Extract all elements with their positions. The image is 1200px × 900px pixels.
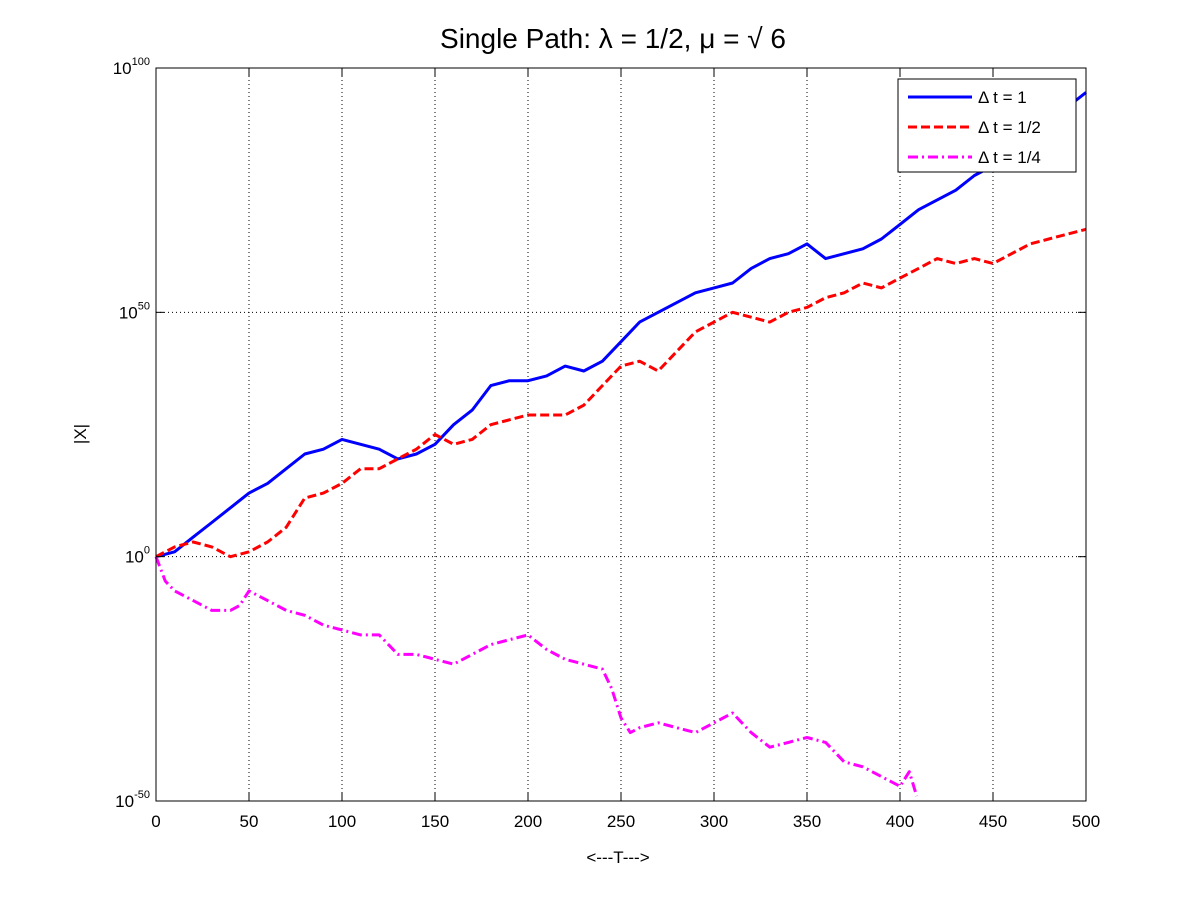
x-tick-label: 300 — [700, 812, 728, 831]
x-tick-label: 150 — [421, 812, 449, 831]
x-tick-label: 0 — [151, 812, 160, 831]
x-tick-label: 250 — [607, 812, 635, 831]
chart-title: Single Path: λ = 1/2, μ = √ 6 — [440, 23, 786, 54]
y-tick-label: 10100 — [113, 56, 150, 78]
plot-background — [156, 68, 1086, 801]
legend-label-dt1: Δ t = 1 — [978, 88, 1027, 107]
series-line-dt-quarter — [154, 556, 919, 797]
x-tick-label: 450 — [979, 812, 1007, 831]
y-tick-label: 100 — [125, 545, 150, 567]
series-line-dt-half — [155, 227, 1087, 559]
x-tick-label: 400 — [886, 812, 914, 831]
x-tick-label: 100 — [328, 812, 356, 831]
x-tick-label: 350 — [793, 812, 821, 831]
legend-label-dt-half: Δ t = 1/2 — [978, 118, 1041, 137]
x-tick-label: 50 — [240, 812, 259, 831]
x-tick-labels: 0 50 100 150 200 250 300 350 400 450 500 — [151, 812, 1100, 831]
y-axis-label: |X| — [71, 424, 90, 444]
y-tick-label: 1050 — [119, 300, 150, 322]
legend-label-dt-quarter: Δ t = 1/4 — [978, 148, 1041, 167]
y-tick-label: 10-50 — [115, 789, 150, 811]
grid — [156, 68, 1086, 801]
tick-marks — [155, 67, 1087, 802]
plot-area: 0 50 100 150 200 250 300 350 400 450 500 10-501001… — [113, 56, 1100, 831]
series-line-dt1 — [155, 91, 1087, 559]
y-tick-labels: 10-50 100 1050 10100 — [113, 56, 150, 811]
legend: Δ t = 1 Δ t = 1/2 Δ t = 1/4 — [897, 78, 1077, 173]
x-axis-label: <---T---> — [586, 848, 649, 867]
x-tick-label: 500 — [1072, 812, 1100, 831]
series-layer — [154, 91, 1087, 797]
x-tick-label: 200 — [514, 812, 542, 831]
